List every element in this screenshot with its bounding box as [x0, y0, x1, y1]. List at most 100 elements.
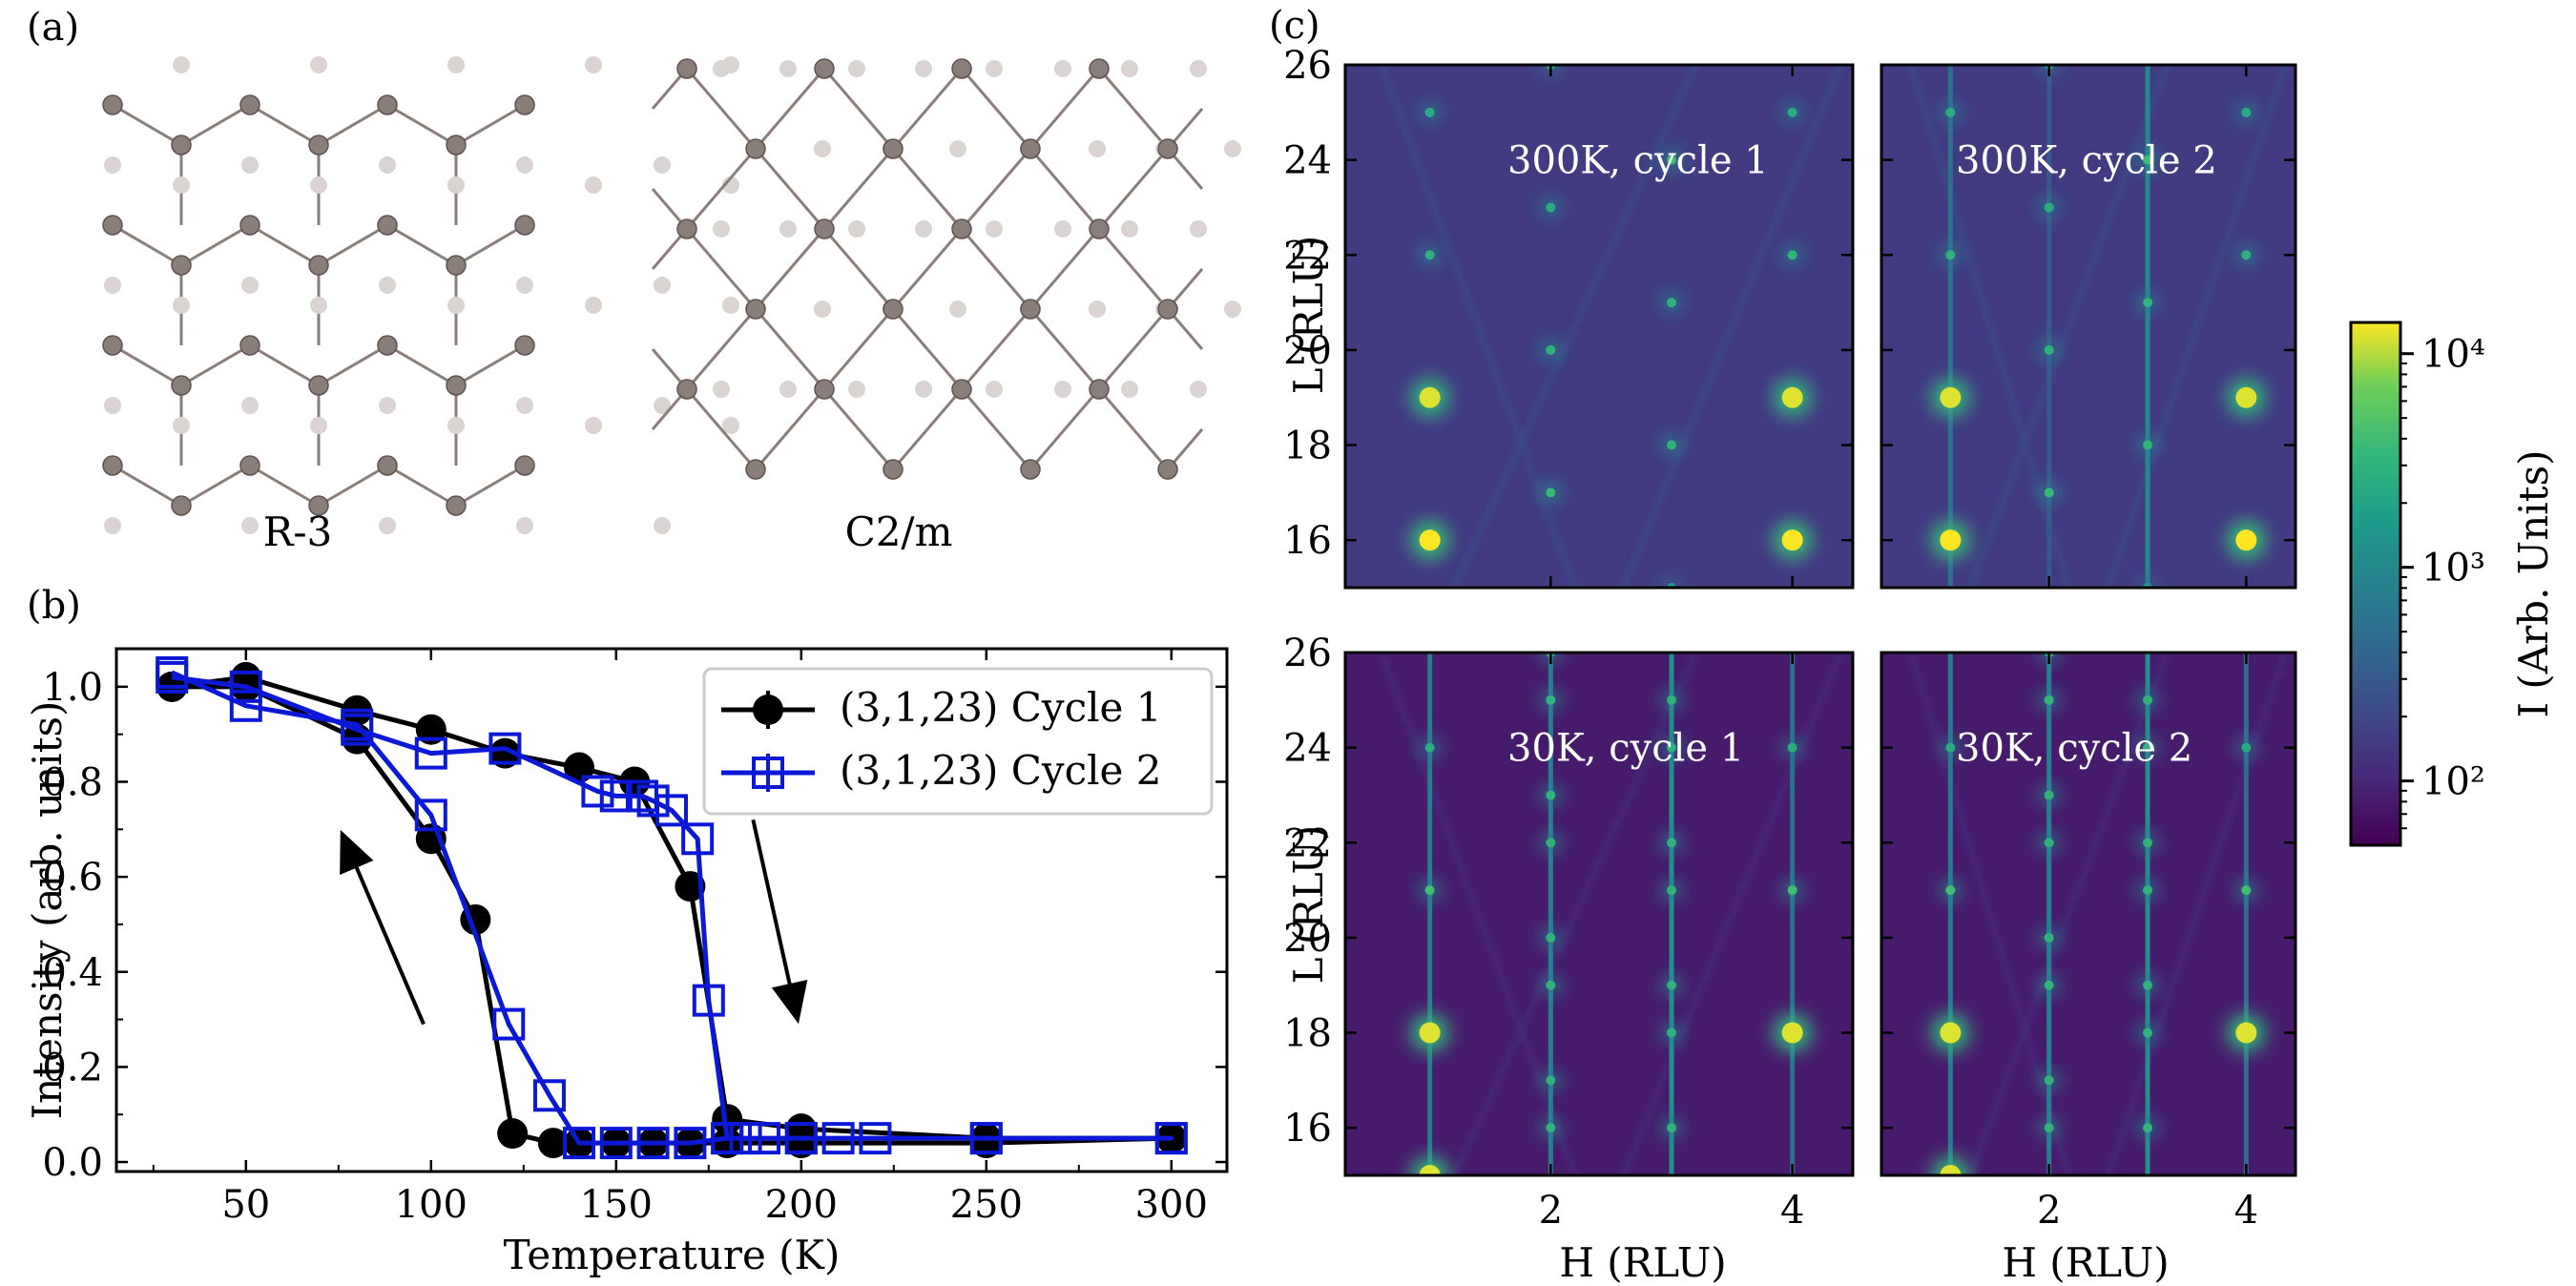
ghost-atom [713, 60, 730, 77]
diffuse-streak [1378, 65, 1579, 588]
data-point [341, 708, 374, 741]
bragg-peak [1546, 1123, 1556, 1133]
y-tick-label: 16 [1283, 519, 1332, 563]
bragg-peak [1546, 344, 1556, 355]
x-tick-label: 2 [2037, 1189, 2061, 1233]
bragg-peak [2241, 250, 2252, 260]
ghost-atom [241, 397, 259, 414]
ghost-atom [173, 417, 190, 434]
atom [745, 138, 766, 159]
arrow-up [340, 829, 426, 1026]
colorbar-gradient [2349, 321, 2402, 847]
bragg-peak [2143, 440, 2152, 450]
y-tick-label: 20 [1283, 917, 1332, 961]
ghost-atom [241, 277, 259, 294]
bragg-peak [1419, 1022, 1441, 1044]
data-point [537, 1128, 569, 1159]
arrow-down [751, 819, 808, 1025]
bragg-peak [2044, 1123, 2054, 1133]
bond [318, 103, 388, 147]
atom [102, 455, 123, 476]
data-point [599, 779, 633, 813]
bragg-peak [1667, 742, 1676, 753]
atom [676, 218, 697, 239]
y-tick-label: 18 [1283, 1012, 1332, 1056]
bragg-peak [1945, 885, 1956, 896]
data-point [712, 1128, 743, 1159]
ghost-atom [1054, 220, 1071, 238]
ghost-atom [722, 417, 739, 434]
heatmap-frame [1343, 63, 1855, 590]
legend-marks [721, 691, 815, 792]
diffuse-streak [2104, 653, 2290, 1175]
bragg-peak [1667, 980, 1676, 990]
ghost-atom [986, 220, 1003, 238]
ghost-atom [310, 297, 327, 314]
ghost-atom [379, 277, 396, 294]
data-point [655, 794, 688, 827]
ghost-atom [915, 220, 932, 238]
y-tick-label: 0.4 [42, 951, 103, 995]
bond [249, 343, 320, 387]
panel-label-a: (a) [27, 6, 79, 50]
bond [112, 103, 182, 147]
y-tick-label: 26 [1283, 632, 1332, 675]
ghost-atom [1121, 220, 1138, 238]
atom [951, 218, 972, 239]
data-point [488, 732, 522, 765]
ghost-atom [713, 381, 730, 398]
x-tick-label: 200 [765, 1183, 838, 1227]
ghost-atom [173, 297, 190, 314]
atom [883, 138, 904, 159]
y-tick-label: 0.0 [42, 1141, 103, 1185]
bond [180, 343, 251, 387]
ghost-atoms [104, 56, 739, 534]
data-point [784, 1122, 818, 1155]
data-point [581, 775, 614, 808]
bragg-peak [2143, 1027, 2152, 1038]
ghost-atom [1054, 381, 1071, 398]
diffuse-streak [1966, 653, 2171, 1175]
x-tick-label: 150 [580, 1183, 653, 1227]
diffuse-streak [1907, 65, 2073, 588]
atom [883, 459, 904, 480]
ghost-atom [310, 56, 327, 73]
ghost-atom [447, 176, 465, 194]
ghost-atom [585, 417, 602, 434]
bond [180, 464, 251, 508]
atom [676, 379, 697, 400]
data-point [711, 1122, 744, 1155]
atom [377, 215, 398, 236]
colorbar-ticks: 10² 10³ 10⁴ [2400, 333, 2485, 830]
atom [951, 58, 972, 79]
x-tick-label: 2 [1539, 1189, 1563, 1233]
ghost-atom [1121, 381, 1138, 398]
atom [514, 335, 535, 356]
data-point [692, 984, 725, 1017]
diffuse-streak [2104, 65, 2290, 588]
atom [377, 94, 398, 115]
ghost-atom [585, 176, 602, 194]
data-point [969, 1122, 1003, 1155]
bonds [651, 68, 1204, 470]
ghost-atom [241, 517, 259, 534]
bragg-peak [1546, 932, 1556, 943]
y-ticks: 0.0 0.2 0.4 0.6 0.8 1.0 [42, 666, 1227, 1185]
bond [455, 343, 526, 387]
atom [676, 58, 697, 79]
bragg-peak [2143, 1123, 2152, 1133]
ghost-atom [173, 56, 190, 73]
structure-label-r-3: R-3 [263, 508, 333, 555]
atom [239, 455, 260, 476]
data-point [785, 1128, 817, 1159]
bragg-peak [2044, 695, 2054, 705]
atom [377, 335, 398, 356]
ghost-atom [1089, 140, 1106, 157]
ghost-atom [654, 156, 671, 174]
bragg-peak [2044, 932, 2054, 943]
plot-arrows [340, 819, 808, 1026]
bragg-peak [1945, 250, 1956, 260]
bragg-peak [1546, 695, 1556, 705]
colorbar-tick-label: 10⁴ [2421, 333, 2485, 377]
